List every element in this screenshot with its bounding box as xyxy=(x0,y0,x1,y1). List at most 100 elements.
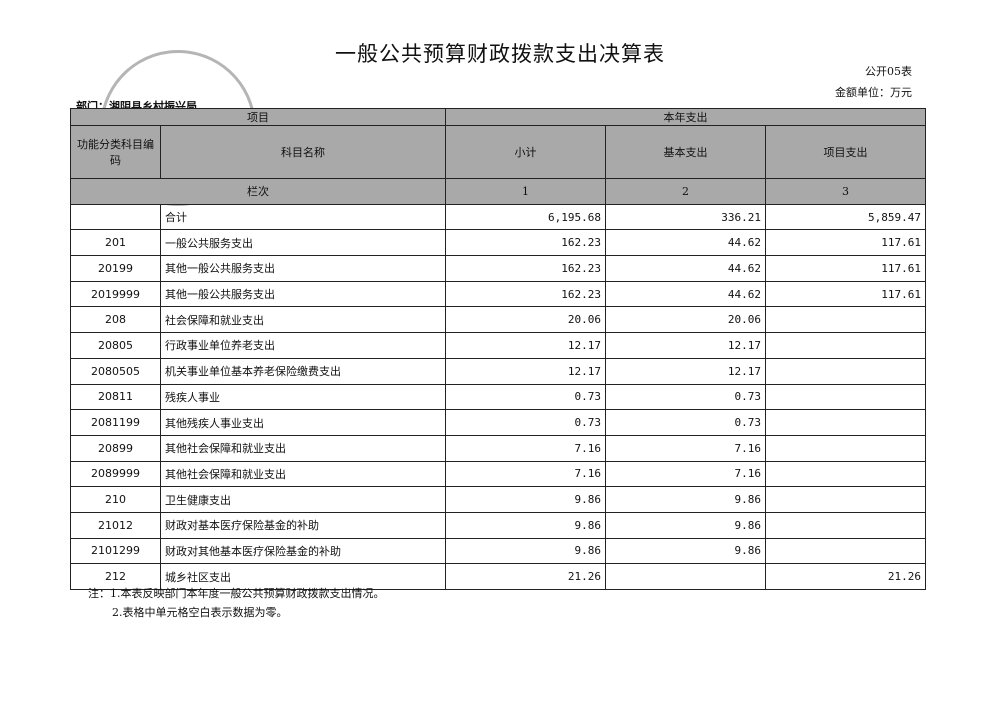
header-col2: 2 xyxy=(605,178,766,205)
cell-name: 其他一般公共服务支出 xyxy=(160,255,446,282)
cell-project xyxy=(765,332,926,359)
cell-basic xyxy=(605,563,766,590)
cell-code: 212 xyxy=(70,563,161,590)
note-2: 2.表格中单元格空白表示数据为零。 xyxy=(112,606,288,619)
cell-subtotal: 162.23 xyxy=(445,255,606,282)
cell-subtotal: 9.86 xyxy=(445,486,606,513)
cell-basic: 12.17 xyxy=(605,332,766,359)
form-number: 公开05表 xyxy=(865,65,912,78)
cell-subtotal: 7.16 xyxy=(445,434,606,462)
table-row: 2081199 其他残疾人事业支出 0.73 0.73 xyxy=(70,409,926,436)
cell-basic: 0.73 xyxy=(605,383,766,411)
table-row: 20805 行政事业单位养老支出 12.17 12.17 xyxy=(70,332,926,359)
cell-project xyxy=(765,357,926,385)
notes: 注：1.本表反映部门本年度一般公共预算财政拨款支出情况。 2.表格中单元格空白表… xyxy=(88,584,385,622)
cell-project xyxy=(765,486,926,513)
cell-subtotal: 21.26 xyxy=(445,563,606,590)
header-item: 项目 xyxy=(70,108,446,126)
cell-code: 2101299 xyxy=(70,537,161,565)
cell-name: 其他残疾人事业支出 xyxy=(160,409,446,436)
cell-code: 2089999 xyxy=(70,460,161,488)
cell-project xyxy=(765,434,926,462)
cell-basic: 7.16 xyxy=(605,460,766,488)
cell-name: 卫生健康支出 xyxy=(160,486,446,513)
table-row: 2080505 机关事业单位基本养老保险缴费支出 12.17 12.17 xyxy=(70,357,926,385)
cell-code: 208 xyxy=(70,306,161,334)
header-current-year: 本年支出 xyxy=(445,108,926,126)
cell-name: 残疾人事业 xyxy=(160,383,446,411)
table-row: 20811 残疾人事业 0.73 0.73 xyxy=(70,383,926,411)
table-row: 201 一般公共服务支出 162.23 44.62 117.61 xyxy=(70,229,926,257)
table-row: 21012 财政对基本医疗保险基金的补助 9.86 9.86 xyxy=(70,511,926,539)
cell-name: 合计 xyxy=(160,203,446,231)
cell-basic: 336.21 xyxy=(605,203,766,231)
cell-basic: 9.86 xyxy=(605,537,766,565)
header-subtotal: 小计 xyxy=(445,125,606,179)
cell-subtotal: 20.06 xyxy=(445,306,606,334)
expenditure-table: 项目 本年支出 功能分类科目编码 科目名称 小计 基本支出 项目支出 栏次 1 2 3 合计 6,… xyxy=(70,108,926,590)
table-row: 2101299 财政对其他基本医疗保险基金的补助 9.86 9.86 xyxy=(70,537,926,565)
table-row: 20199 其他一般公共服务支出 162.23 44.62 117.61 xyxy=(70,255,926,282)
cell-project xyxy=(765,511,926,539)
cell-subtotal: 6,195.68 xyxy=(445,203,606,231)
cell-subtotal: 162.23 xyxy=(445,229,606,257)
cell-project: 21.26 xyxy=(765,563,926,590)
header-col1: 1 xyxy=(445,178,606,205)
cell-name: 一般公共服务支出 xyxy=(160,229,446,257)
cell-basic: 9.86 xyxy=(605,511,766,539)
cell-code: 210 xyxy=(70,486,161,513)
cell-name: 财政对其他基本医疗保险基金的补助 xyxy=(160,537,446,565)
cell-basic: 44.62 xyxy=(605,255,766,282)
cell-project xyxy=(765,537,926,565)
header-col3: 3 xyxy=(765,178,926,205)
cell-name: 其他社会保障和就业支出 xyxy=(160,460,446,488)
cell-code: 20805 xyxy=(70,332,161,359)
cell-basic: 12.17 xyxy=(605,357,766,385)
cell-project: 117.61 xyxy=(765,255,926,282)
table-row: 20899 其他社会保障和就业支出 7.16 7.16 xyxy=(70,434,926,462)
cell-basic: 44.62 xyxy=(605,280,766,308)
table-row: 2089999 其他社会保障和就业支出 7.16 7.16 xyxy=(70,460,926,488)
cell-basic: 9.86 xyxy=(605,486,766,513)
cell-name: 城乡社区支出 xyxy=(160,563,446,590)
table-row: 210 卫生健康支出 9.86 9.86 xyxy=(70,486,926,513)
table-row: 2019999 其他一般公共服务支出 162.23 44.62 117.61 xyxy=(70,280,926,308)
page-title: 一般公共预算财政拨款支出决算表 xyxy=(335,42,665,66)
table-row: 合计 6,195.68 336.21 5,859.47 xyxy=(70,203,926,231)
cell-basic: 7.16 xyxy=(605,434,766,462)
cell-subtotal: 7.16 xyxy=(445,460,606,488)
cell-basic: 44.62 xyxy=(605,229,766,257)
cell-name: 其他社会保障和就业支出 xyxy=(160,434,446,462)
cell-name: 财政对基本医疗保险基金的补助 xyxy=(160,511,446,539)
cell-subtotal: 0.73 xyxy=(445,383,606,411)
cell-subtotal: 9.86 xyxy=(445,537,606,565)
cell-project xyxy=(765,460,926,488)
cell-subtotal: 0.73 xyxy=(445,409,606,436)
cell-project: 117.61 xyxy=(765,280,926,308)
table-row: 212 城乡社区支出 21.26 21.26 xyxy=(70,563,926,590)
cell-code: 201 xyxy=(70,229,161,257)
note-1: 注：1.本表反映部门本年度一般公共预算财政拨款支出情况。 xyxy=(88,587,385,600)
cell-project: 117.61 xyxy=(765,229,926,257)
cell-code: 2080505 xyxy=(70,357,161,385)
header-code: 功能分类科目编码 xyxy=(70,125,161,179)
cell-code: 20199 xyxy=(70,255,161,282)
header-basic: 基本支出 xyxy=(605,125,766,179)
cell-name: 社会保障和就业支出 xyxy=(160,306,446,334)
header-name: 科目名称 xyxy=(160,125,446,179)
cell-name: 行政事业单位养老支出 xyxy=(160,332,446,359)
cell-code: 20811 xyxy=(70,383,161,411)
cell-subtotal: 9.86 xyxy=(445,511,606,539)
cell-subtotal: 12.17 xyxy=(445,332,606,359)
cell-subtotal: 162.23 xyxy=(445,280,606,308)
cell-project xyxy=(765,383,926,411)
header-project: 项目支出 xyxy=(765,125,926,179)
cell-subtotal: 12.17 xyxy=(445,357,606,385)
cell-code xyxy=(70,203,161,231)
cell-name: 其他一般公共服务支出 xyxy=(160,280,446,308)
cell-project xyxy=(765,409,926,436)
cell-name: 机关事业单位基本养老保险缴费支出 xyxy=(160,357,446,385)
cell-code: 20899 xyxy=(70,434,161,462)
cell-basic: 0.73 xyxy=(605,409,766,436)
table-row: 208 社会保障和就业支出 20.06 20.06 xyxy=(70,306,926,334)
